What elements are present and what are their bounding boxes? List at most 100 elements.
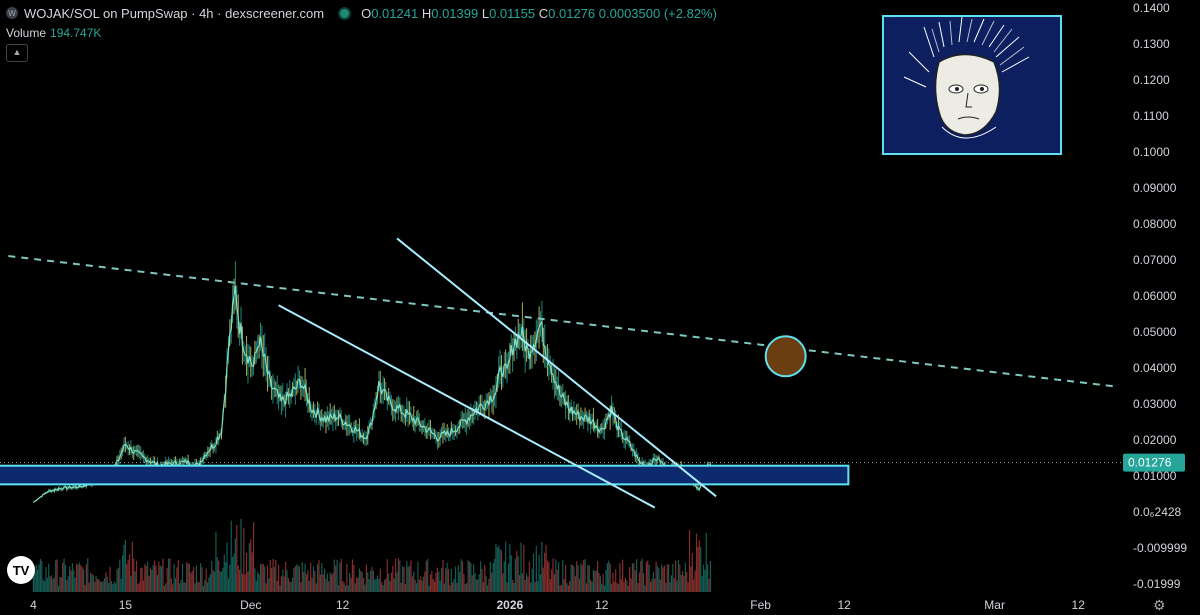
volume-bar (661, 564, 663, 592)
volume-bar (202, 585, 204, 592)
volume-bar (708, 578, 710, 592)
volume-bar (659, 579, 661, 592)
volume-bar (259, 563, 262, 592)
volume-bar (507, 563, 510, 592)
tradingview-logo[interactable]: TV (7, 556, 35, 584)
volume-bar (681, 570, 684, 592)
volume-bar (606, 563, 608, 592)
volume-bar (545, 544, 547, 592)
volume-bar (148, 576, 150, 592)
volume-bar (555, 559, 557, 592)
volume-bars (32, 518, 712, 592)
volume-bar (99, 581, 101, 592)
volume-bar (156, 574, 159, 592)
volume-bar (580, 563, 582, 592)
volume-bar (250, 539, 252, 592)
volume-bar (471, 575, 473, 592)
volume-bar (396, 572, 398, 592)
volume-bar (163, 585, 165, 592)
volume-bar (492, 563, 494, 592)
volume-bar (642, 573, 645, 592)
volume-bar (684, 562, 686, 592)
volume-bar (95, 575, 97, 592)
volume-bar (234, 538, 237, 592)
volume-bar (201, 567, 203, 592)
volume-bar (57, 585, 60, 592)
volume-bar (243, 527, 245, 592)
volume-bar (323, 568, 326, 592)
volume-bar (264, 566, 266, 592)
volume-bar (562, 559, 564, 592)
volume-bar (225, 562, 227, 592)
volume-bar (120, 578, 122, 592)
volume-bar (82, 569, 85, 592)
volume-bar (615, 569, 617, 592)
volume-bar (275, 559, 277, 592)
volume-bar (552, 558, 554, 592)
annotations (0, 237, 1122, 509)
volume-bar (415, 583, 418, 592)
volume-bar (652, 571, 654, 592)
volume-bar (180, 580, 182, 592)
volume-bar (584, 559, 586, 592)
volume-bar (630, 578, 632, 592)
volume-bar (666, 564, 668, 592)
pair-title: WOJAK/SOL on PumpSwap · 4h · dexscreener… (24, 5, 325, 21)
volume-bar (376, 575, 379, 592)
volume-bar (63, 558, 65, 592)
volume-bar (81, 566, 83, 592)
volume-bar (601, 583, 603, 592)
volume-bar (482, 582, 484, 592)
volume-bar (669, 582, 671, 592)
volume-bar (417, 561, 419, 592)
volume-bar (427, 558, 429, 592)
volume-bar (400, 582, 402, 592)
volume-bar (304, 563, 306, 592)
volume-bar (106, 576, 108, 592)
volume-bar (96, 578, 99, 592)
volume-bar (286, 570, 288, 592)
volume-bar (174, 578, 177, 592)
volume-bar (610, 584, 613, 592)
volume-bar (333, 559, 335, 592)
volume-bar (560, 585, 562, 592)
volume-bar (449, 585, 451, 592)
current-price-label: 0.01276 (1128, 456, 1172, 470)
volume-bar (473, 563, 475, 592)
volume-bar (88, 582, 90, 592)
volume-bar (307, 570, 309, 592)
volume-bar (556, 569, 558, 592)
volume-bar (645, 562, 647, 592)
volume-bar (110, 581, 113, 592)
collapse-legend-button[interactable]: ▲ (6, 44, 28, 62)
volume-bar (697, 546, 699, 592)
volume-bar (477, 579, 479, 592)
volume-bar (364, 584, 366, 592)
volume-bar (551, 569, 553, 592)
volume-bar (574, 576, 576, 592)
volume-bar (62, 562, 64, 592)
volume-bar (680, 574, 682, 592)
price-line (33, 285, 711, 503)
volume-bar (624, 577, 627, 592)
volume-bar (478, 574, 480, 592)
volume-bar (457, 565, 459, 592)
volume-bar (528, 561, 530, 592)
volume-bar (481, 568, 483, 592)
volume-bar (239, 569, 241, 592)
volume-bar (330, 574, 333, 592)
volume-bar (707, 564, 709, 592)
x-tick-label: 15 (119, 598, 133, 612)
volume-bar (311, 577, 313, 592)
gear-icon[interactable]: ⚙ (1153, 597, 1166, 613)
volume-bar (429, 574, 432, 592)
volume-bar (138, 582, 140, 592)
volume-bar (435, 572, 437, 592)
volume-bar (404, 584, 406, 592)
volume-bar (597, 561, 599, 592)
volume-bar (289, 581, 291, 592)
ohlc-readout: O0.01241 H0.01399 L0.01155 C0.01276 0.00… (361, 5, 717, 21)
volume-bar (149, 567, 152, 592)
volume-bar (450, 568, 452, 592)
